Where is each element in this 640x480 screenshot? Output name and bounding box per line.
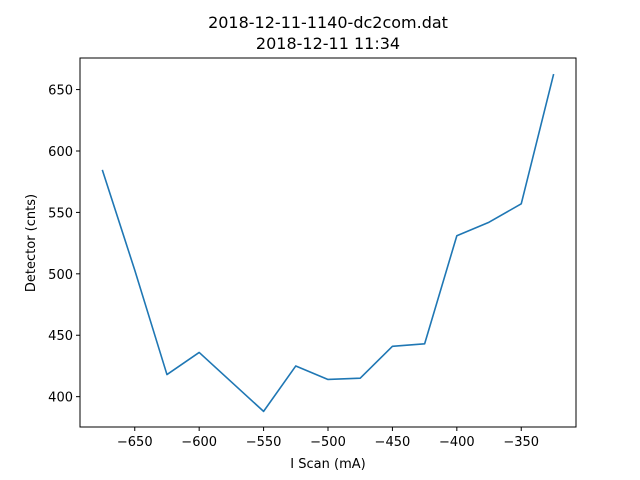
chart-title-line-2: 2018-12-11 11:34 [256,34,400,53]
x-axis-label: I Scan (mA) [290,457,365,472]
y-tick-label: 450 [48,329,73,344]
y-tick-label: 500 [48,268,73,283]
x-tick-label: −450 [375,435,411,450]
x-tick-label: −550 [246,435,282,450]
x-tick-label: −350 [503,435,539,450]
series-line [101,73,555,413]
chart-title-line-1: 2018-12-11-1140-dc2com.dat [208,13,448,32]
y-tick-label: 400 [48,391,73,406]
x-tick-label: −400 [439,435,475,450]
y-axis-ticks: 400 450 500 550 600 650 [48,84,80,406]
y-tick-label: 650 [48,84,73,99]
x-tick-label: −600 [181,435,217,450]
y-tick-label: 550 [48,206,73,221]
y-tick-label: 600 [48,145,73,160]
series-layer [101,73,555,413]
x-tick-label: −500 [310,435,346,450]
axes-frame [79,57,577,428]
x-axis-ticks: −650 −600 −550 −500 −450 −400 −350 [117,427,539,450]
x-tick-label: −650 [117,435,153,450]
y-axis-label: Detector (cnts) [24,194,39,292]
